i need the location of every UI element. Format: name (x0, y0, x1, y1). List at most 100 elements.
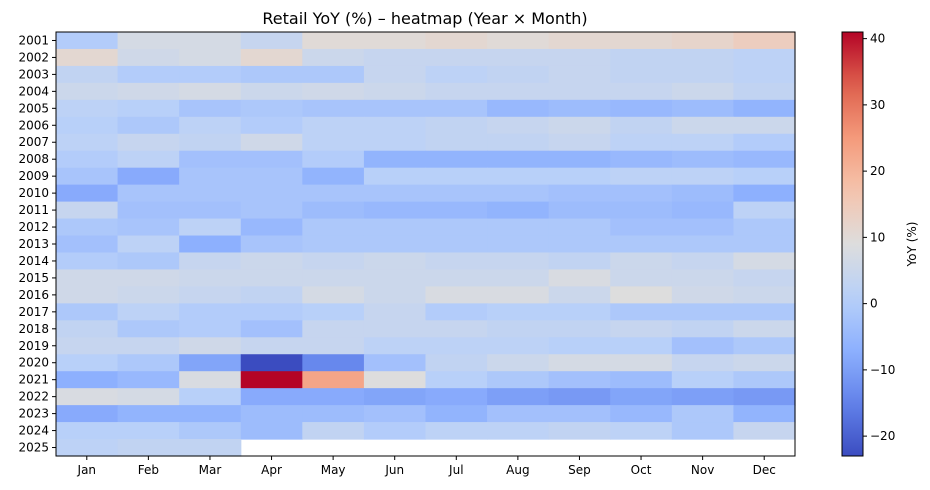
heatmap-cell (671, 320, 735, 338)
heatmap-cell (363, 303, 427, 321)
heatmap-cell (117, 252, 180, 271)
y-tick-label: 2018 (18, 322, 49, 336)
heatmap-cell (487, 48, 550, 67)
heatmap-cell (117, 388, 180, 406)
heatmap-cell (179, 32, 242, 50)
heatmap-cell (671, 337, 735, 355)
heatmap-cell (610, 303, 673, 321)
colorbar-ticks: −20 −10 0 10 20 30 40 (863, 32, 895, 443)
heatmap-cell (117, 65, 180, 84)
heatmap-cell (610, 99, 673, 118)
heatmap-cell (610, 235, 673, 254)
heatmap-cell (363, 252, 427, 271)
y-tick-label: 2004 (18, 84, 49, 98)
heatmap-cell (302, 354, 365, 372)
heatmap-cell (425, 269, 488, 287)
heatmap-cell (425, 48, 488, 67)
heatmap-cell (302, 371, 365, 389)
heatmap-cell (487, 405, 550, 423)
heatmap-cell (56, 320, 119, 338)
heatmap-cell (425, 184, 488, 203)
heatmap-cell (487, 184, 550, 203)
heatmap-cell (363, 388, 427, 406)
heatmap-cell (733, 167, 796, 186)
heatmap-cell (548, 388, 611, 406)
heatmap-cell (425, 286, 488, 304)
heatmap-cell (240, 218, 303, 237)
heatmap-cell (548, 405, 611, 423)
heatmap-cell (548, 422, 611, 440)
colorbar-tick-label: −20 (870, 429, 895, 443)
heatmap-cell (425, 388, 488, 406)
heatmap-cell (56, 32, 119, 50)
heatmap-cell (117, 99, 180, 118)
heatmap-cell (179, 320, 242, 338)
heatmap-cell (671, 116, 735, 135)
heatmap-cell (548, 354, 611, 372)
y-tick-label: 2013 (18, 237, 49, 251)
y-tick-label: 2022 (18, 390, 49, 404)
heatmap-cell (610, 337, 673, 355)
heatmap-cell (363, 48, 427, 67)
heatmap-cell (302, 201, 365, 220)
heatmap-cell (179, 354, 242, 372)
heatmap-cell (487, 99, 550, 118)
heatmap-cell (240, 320, 303, 338)
heatmap-cell (610, 48, 673, 67)
heatmap-cell (425, 218, 488, 237)
heatmap-cell (240, 65, 303, 84)
heatmap-cell (548, 252, 611, 271)
heatmap-cell (610, 354, 673, 372)
heatmap-cell (240, 167, 303, 186)
heatmap-cell (487, 337, 550, 355)
heatmap-cell (56, 218, 119, 237)
heatmap-cell (240, 405, 303, 423)
heatmap-cell (425, 371, 488, 389)
y-tick-label: 2024 (18, 424, 49, 438)
heatmap-cell (425, 235, 488, 254)
heatmap-cell (117, 184, 180, 203)
heatmap-cell (733, 371, 796, 389)
heatmap-cell (425, 82, 488, 101)
heatmap-cell (117, 320, 180, 338)
y-tick-label: 2012 (18, 220, 49, 234)
heatmap-cell (117, 269, 180, 287)
x-tick-label: Oct (631, 463, 652, 477)
heatmap-cell (56, 201, 119, 220)
heatmap-cell (240, 32, 303, 50)
heatmap-cell (56, 184, 119, 203)
heatmap-cell (240, 48, 303, 67)
heatmap-cell (671, 32, 735, 50)
heatmap-cell (548, 48, 611, 67)
heatmap-cell (179, 388, 242, 406)
heatmap-cell (425, 65, 488, 84)
heatmap-cell (302, 184, 365, 203)
heatmap-cell (117, 218, 180, 237)
heatmap-cell (610, 167, 673, 186)
heatmap-cell (56, 167, 119, 186)
heatmap-cell (240, 235, 303, 254)
heatmap-cell (733, 405, 796, 423)
heatmap-cell (179, 337, 242, 355)
heatmap-cell (302, 337, 365, 355)
heatmap-cell (302, 82, 365, 101)
heatmap-cell (548, 286, 611, 304)
heatmap-cell (117, 303, 180, 321)
heatmap-cell (671, 303, 735, 321)
heatmap-cell (610, 150, 673, 169)
y-tick-label: 2003 (18, 67, 49, 81)
heatmap-cell (548, 116, 611, 135)
heatmap-cell (671, 82, 735, 101)
heatmap-cell (487, 32, 550, 50)
heatmap-cell (363, 116, 427, 135)
x-tick-label: Aug (506, 463, 529, 477)
heatmap-cell (425, 167, 488, 186)
heatmap-cell (610, 405, 673, 423)
x-tick-label: Apr (261, 463, 282, 477)
heatmap-cell (56, 48, 119, 67)
x-tick-label: Nov (691, 463, 714, 477)
heatmap-cell (487, 422, 550, 440)
heatmap-cell (425, 99, 488, 118)
heatmap-cell (548, 235, 611, 254)
